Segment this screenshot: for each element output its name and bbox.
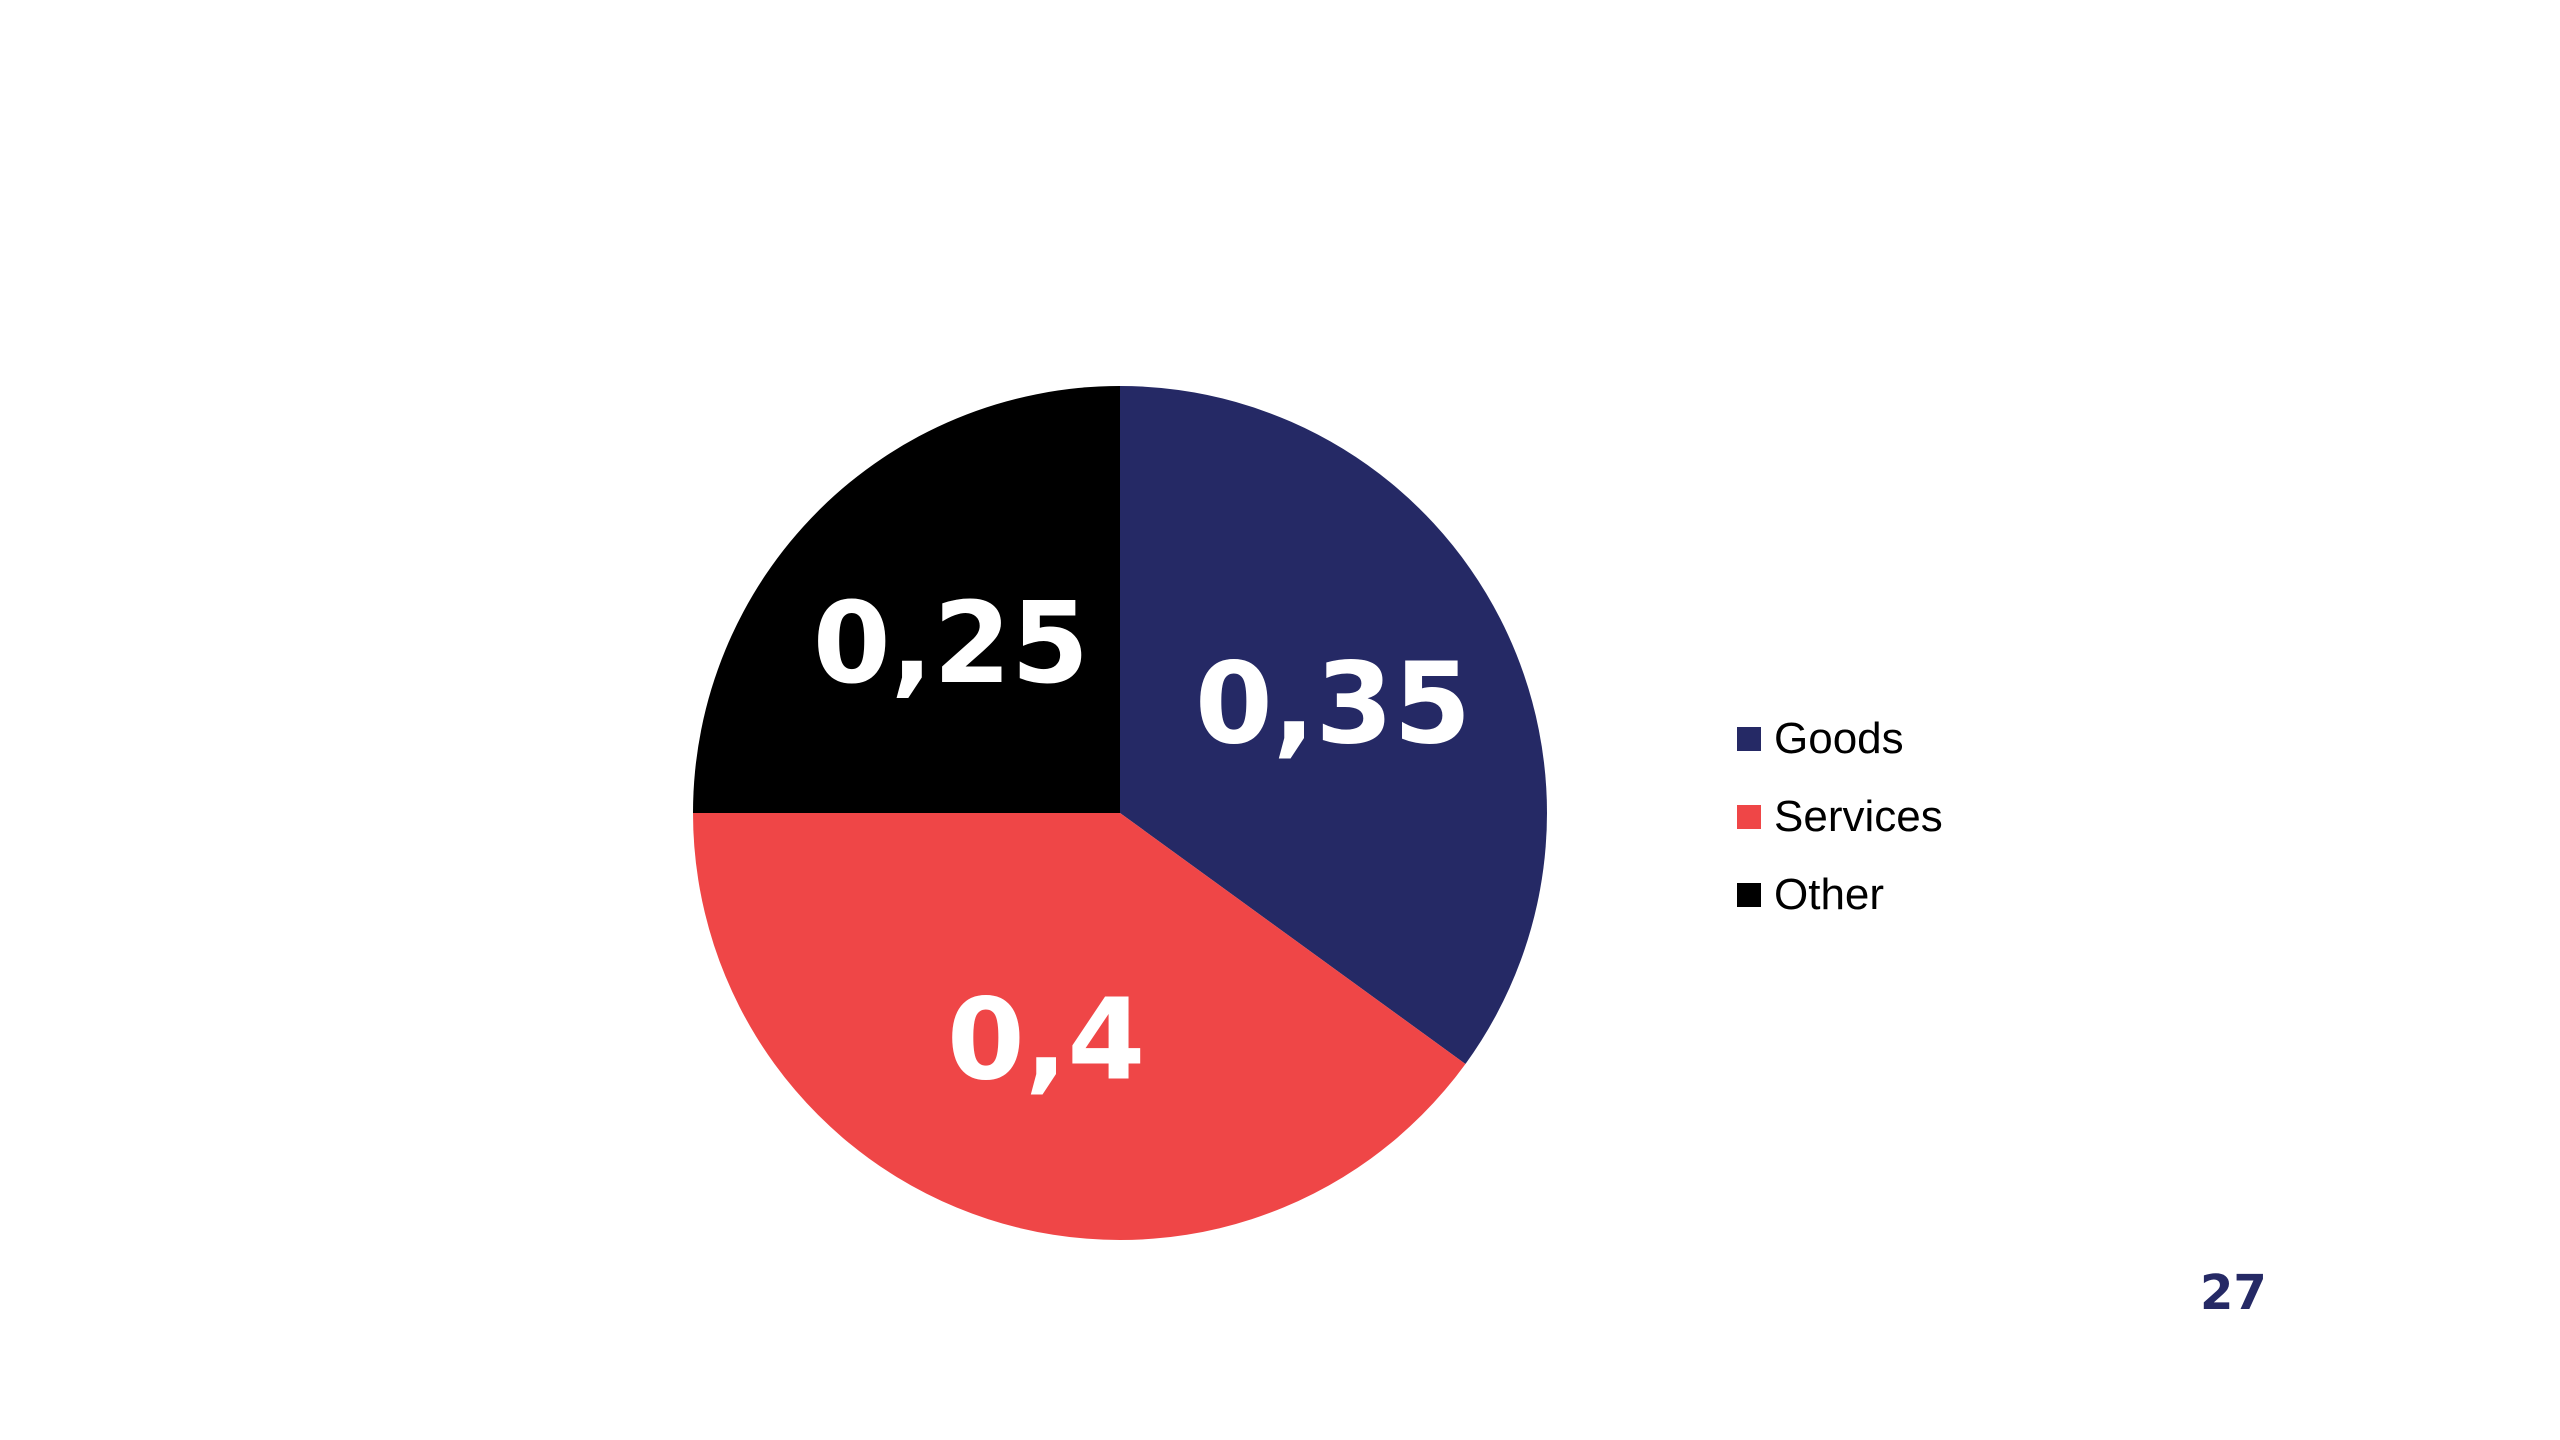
legend-label-goods: Goods	[1774, 714, 1904, 763]
data-label-services: 0,4	[947, 975, 1145, 1105]
pie-slice-services	[693, 813, 1466, 1240]
legend-swatch-other	[1737, 883, 1761, 907]
chart-legend: Goods Services Other	[1737, 700, 2137, 934]
pie-slice-goods	[1120, 386, 1547, 1064]
legend-swatch-services	[1737, 805, 1761, 829]
legend-entry-goods: Goods	[1737, 700, 2137, 778]
legend-entry-other: Other	[1737, 856, 2137, 934]
pie-slice-other	[693, 386, 1120, 813]
legend-swatch-goods	[1737, 727, 1761, 751]
pie-data-labels: 0,35 0,4 0,25	[813, 579, 1472, 1106]
pie-slices	[693, 386, 1547, 1240]
data-label-goods: 0,35	[1195, 639, 1471, 769]
data-label-other: 0,25	[813, 579, 1089, 709]
legend-label-other: Other	[1774, 870, 1885, 919]
legend-label-services: Services	[1774, 792, 1943, 841]
legend-entry-services: Services	[1737, 778, 2137, 856]
page-number: 27	[2200, 1265, 2267, 1321]
